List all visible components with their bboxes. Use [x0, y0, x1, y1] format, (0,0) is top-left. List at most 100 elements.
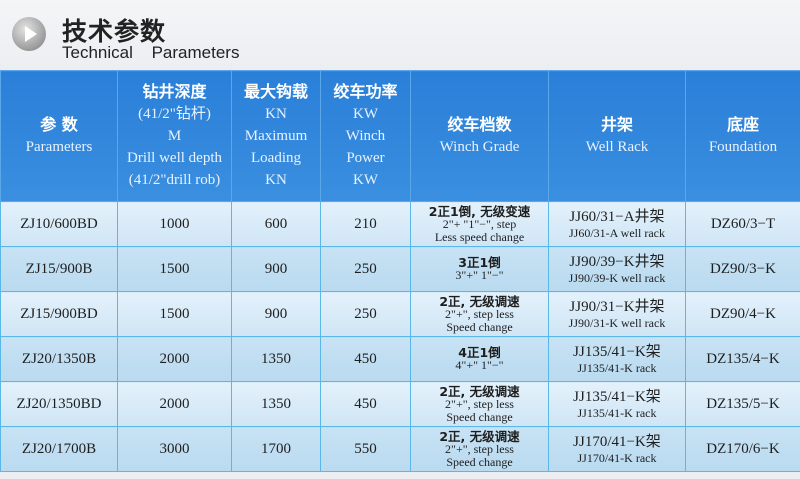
grade-en: 2"+ "1"−", step — [442, 216, 517, 231]
header-zh: 绞车档数 — [447, 115, 512, 134]
grade-zh: 2正, 无级调速 — [439, 293, 520, 309]
rack-zh: JJ90/39−K井架 — [569, 254, 665, 270]
grade-cell: 2正, 无级调速 2"+", step less Speed change — [410, 381, 549, 427]
depth-cell: 1500 — [117, 291, 232, 337]
grade-en: Speed change — [446, 454, 513, 469]
rack-en: JJ135/41-K rack — [577, 406, 657, 420]
load-cell: 1350 — [231, 381, 321, 427]
power-cell: 550 — [320, 426, 411, 472]
load-cell: 900 — [231, 246, 321, 292]
rack-cell: JJ135/41−K架 JJ135/41-K rack — [548, 336, 686, 382]
grade-en: 2"+", step less — [445, 441, 514, 456]
depth-cell: 2000 — [117, 336, 232, 382]
header-line: KW — [353, 106, 378, 122]
foundation-cell: DZ170/6−K — [685, 426, 800, 472]
power-cell: 450 — [320, 336, 411, 382]
rack-zh: JJ170/41−K架 — [573, 434, 661, 450]
header-line: (41/2"drill rob) — [128, 172, 221, 188]
rack-cell: JJ90/39−K井架 JJ90/39-K well rack — [548, 246, 686, 292]
header-zh: 最大钩载 — [243, 82, 308, 101]
header-line: M — [167, 128, 182, 144]
grade-zh: 3正1倒 — [458, 255, 501, 270]
header-line: Winch Grade — [439, 139, 520, 155]
grade-en: Speed change — [446, 409, 513, 424]
model-cell: ZJ15/900BD — [0, 291, 118, 337]
rack-en: JJ60/31-A well rack — [569, 226, 665, 240]
rack-zh: JJ60/31−A井架 — [569, 209, 665, 225]
header-zh: 绞车功率 — [333, 82, 398, 101]
power-cell: 250 — [320, 291, 411, 337]
grade-en: 2"+", step less — [445, 306, 514, 321]
power-cell: 250 — [320, 246, 411, 292]
model-cell: ZJ20/1350BD — [0, 381, 118, 427]
rack-en: JJ90/39-K well rack — [568, 271, 666, 285]
grade-cell: 2正, 无级调速 2"+", step less Speed change — [410, 426, 549, 472]
table-row: ZJ15/900B 1500 900 250 3正1倒 3"+" 1"−" JJ9… — [0, 246, 800, 292]
header-line: Drill well depth — [127, 150, 222, 166]
model-cell: ZJ15/900B — [0, 246, 118, 292]
header-line: Maximum — [244, 128, 308, 144]
header-line: Parameters — [25, 139, 93, 155]
rack-zh: JJ135/41−K架 — [573, 389, 661, 405]
grade-en: 2"+", step less — [445, 396, 514, 411]
depth-cell: 2000 — [117, 381, 232, 427]
foundation-cell: DZ135/5−K — [685, 381, 800, 427]
foundation-cell: DZ135/4−K — [685, 336, 800, 382]
column-header: 绞车档数 Winch Grade — [410, 70, 549, 202]
header-zh: 底座 — [726, 115, 759, 134]
header-line: KW — [353, 172, 378, 188]
foundation-cell: DZ90/3−K — [685, 246, 800, 292]
table-row: ZJ20/1350B 2000 1350 450 4正1倒 4"+" 1"−" J… — [0, 336, 800, 382]
header-line: (41/2"钻杆) — [138, 106, 211, 122]
load-cell: 900 — [231, 291, 321, 337]
foundation-cell: DZ60/3−T — [685, 201, 800, 247]
model-cell: ZJ10/600BD — [0, 201, 118, 247]
rack-en: JJ170/41-K rack — [577, 451, 657, 465]
depth-cell: 1500 — [117, 246, 232, 292]
rack-cell: JJ135/41−K架 JJ135/41-K rack — [548, 381, 686, 427]
table-row: ZJ10/600BD 1000 600 210 2正1倒, 无级变速 2"+ "1… — [0, 201, 800, 247]
header-line: Foundation — [708, 139, 778, 155]
rack-zh: JJ90/31−K井架 — [569, 299, 665, 315]
grade-zh: 2正, 无级调速 — [439, 383, 520, 399]
header-row: 参 数 Parameters 钻井深度 (41/2"钻杆) M Drill well de… — [0, 70, 800, 202]
grade-zh: 2正1倒, 无级变速 — [428, 203, 531, 219]
table-row: ZJ20/1350BD 2000 1350 450 2正, 无级调速 2"+", … — [0, 381, 800, 427]
load-cell: 1350 — [231, 336, 321, 382]
grade-cell: 3正1倒 3"+" 1"−" — [410, 246, 549, 292]
grade-en: 3"+" 1"−" — [455, 268, 504, 282]
table-row: ZJ15/900BD 1500 900 250 2正, 无级调速 2"+", st… — [0, 291, 800, 337]
header-line: Loading — [251, 150, 301, 166]
header-line: Winch — [345, 128, 386, 144]
model-cell: ZJ20/1350B — [0, 336, 118, 382]
rack-cell: JJ90/31−K井架 JJ90/31-K well rack — [548, 291, 686, 337]
header-zh: 井架 — [600, 115, 633, 134]
header-line: Well Rack — [585, 139, 649, 155]
column-header: 底座 Foundation — [685, 70, 800, 202]
grade-en: Speed change — [446, 319, 513, 334]
rack-zh: JJ135/41−K架 — [573, 344, 661, 360]
power-cell: 450 — [320, 381, 411, 427]
load-cell: 600 — [231, 201, 321, 247]
rack-cell: JJ170/41−K架 JJ170/41-K rack — [548, 426, 686, 472]
depth-cell: 3000 — [117, 426, 232, 472]
header-line: Power — [346, 150, 385, 166]
depth-cell: 1000 — [117, 201, 232, 247]
header-zh: 钻井深度 — [142, 82, 207, 101]
column-header: 最大钩载 KN Maximum Loading KN — [231, 70, 321, 202]
grade-cell: 2正, 无级调速 2"+", step less Speed change — [410, 291, 549, 337]
column-header: 钻井深度 (41/2"钻杆) M Drill well depth (41/2"dril… — [117, 70, 232, 202]
title-zh: 技术参数 — [62, 17, 167, 46]
parameters-table: 参 数 Parameters 钻井深度 (41/2"钻杆) M Drill well de… — [0, 70, 800, 472]
header-zh: 参 数 — [40, 115, 78, 134]
grade-cell: 2正1倒, 无级变速 2"+ "1"−", step Less speed chan… — [410, 201, 549, 247]
title-en: Technical Parameters — [62, 43, 240, 62]
grade-zh: 2正, 无级调速 — [439, 428, 520, 444]
header-line: KN — [265, 172, 287, 188]
rack-en: JJ90/31-K well rack — [568, 316, 666, 330]
table-row: ZJ20/1700B 3000 1700 550 2正, 无级调速 2"+", s… — [0, 426, 800, 472]
load-cell: 1700 — [231, 426, 321, 472]
rack-cell: JJ60/31−A井架 JJ60/31-A well rack — [548, 201, 686, 247]
header-line: KN — [265, 106, 287, 122]
column-header: 参 数 Parameters — [0, 70, 118, 202]
